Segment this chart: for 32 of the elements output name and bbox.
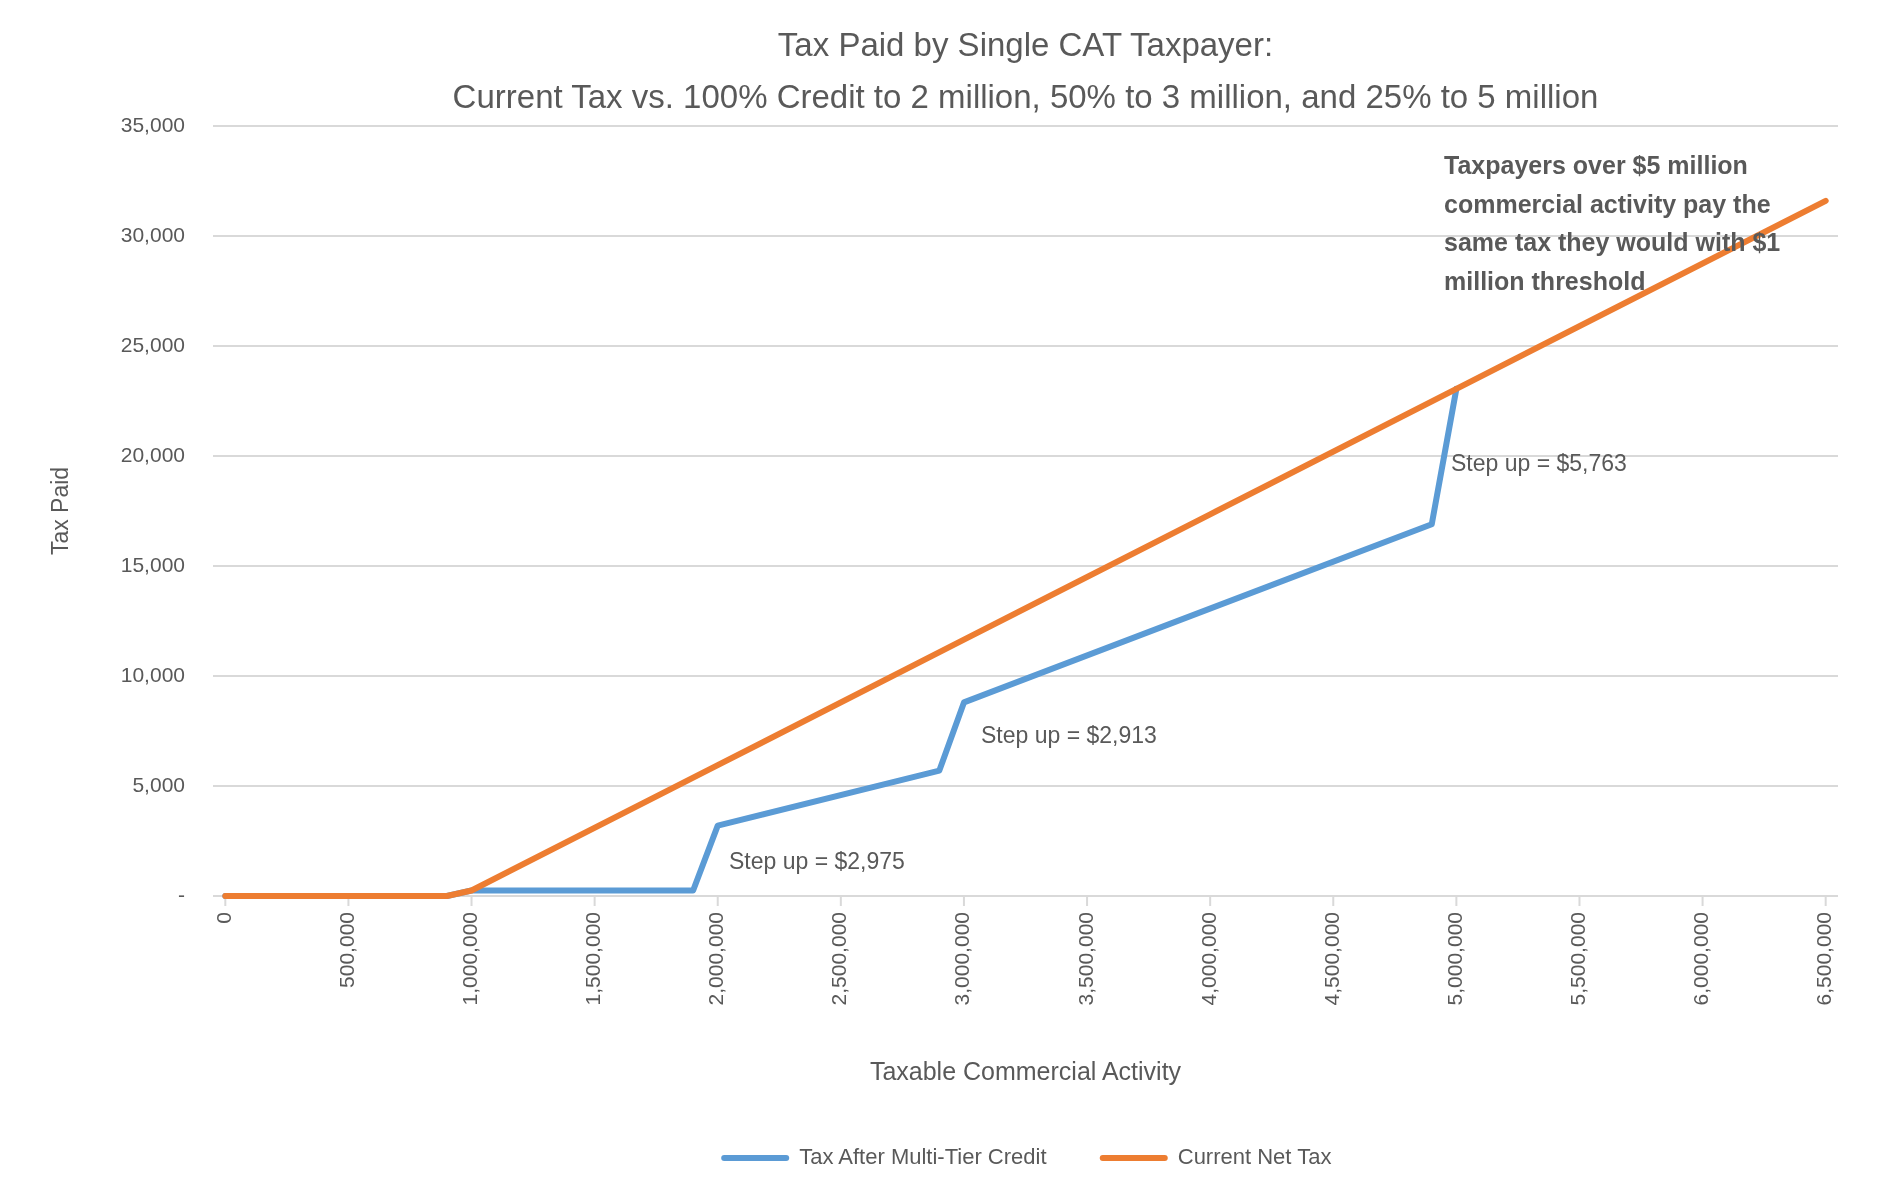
y-tick-label: 10,000 <box>120 662 185 686</box>
y-axis-title: Tax Paid <box>47 466 73 556</box>
annotation: Step up = $2,913 <box>981 722 1157 749</box>
y-tick-label: 20,000 <box>120 442 185 466</box>
y-tick-label: 30,000 <box>120 222 185 246</box>
x-tick-label: 4,000,000 <box>1196 912 1220 1006</box>
legend-label: Current Net Tax <box>1177 1143 1332 1169</box>
x-tick-label: 500,000 <box>334 912 358 988</box>
x-tick-label: 2,000,000 <box>704 912 728 1006</box>
chart-title: Tax Paid by Single CAT Taxpayer: <box>777 26 1274 63</box>
x-tick-label: 4,500,000 <box>1319 912 1343 1006</box>
x-tick-label: 6,000,000 <box>1689 912 1713 1006</box>
x-tick-label: 0 <box>211 912 235 924</box>
x-tick-label: 1,000,000 <box>458 912 482 1006</box>
y-tick-label: 15,000 <box>120 552 185 576</box>
x-tick-label: 2,500,000 <box>827 912 851 1006</box>
x-tick-label: 5,000,000 <box>1442 912 1466 1006</box>
legend-label: Tax After Multi-Tier Credit <box>799 1143 1047 1169</box>
x-axis-title: Taxable Commercial Activity <box>869 1057 1182 1085</box>
y-tick-label: 35,000 <box>120 112 185 136</box>
x-tick-label: 3,000,000 <box>950 912 974 1006</box>
y-tick-label: - <box>178 882 185 906</box>
chart-subtitle: Current Tax vs. 100% Credit to 2 million, 50% to 3 million, and 25% to 5 million <box>452 78 1599 115</box>
annotation: Taxpayers over $5 million commercial activity pay the same tax they would with $1 million threshold <box>1444 151 1781 295</box>
y-tick-label: 5,000 <box>132 772 185 796</box>
x-tick-label: 3,500,000 <box>1073 912 1097 1006</box>
x-tick-label: 5,500,000 <box>1566 912 1590 1006</box>
annotation: Step up = $5,763 <box>1451 450 1627 477</box>
annotation: Step up = $2,975 <box>729 848 905 875</box>
y-tick-label: 25,000 <box>120 332 185 356</box>
x-tick-label: 1,500,000 <box>581 912 605 1006</box>
x-tick-label: 6,500,000 <box>1812 912 1836 1006</box>
